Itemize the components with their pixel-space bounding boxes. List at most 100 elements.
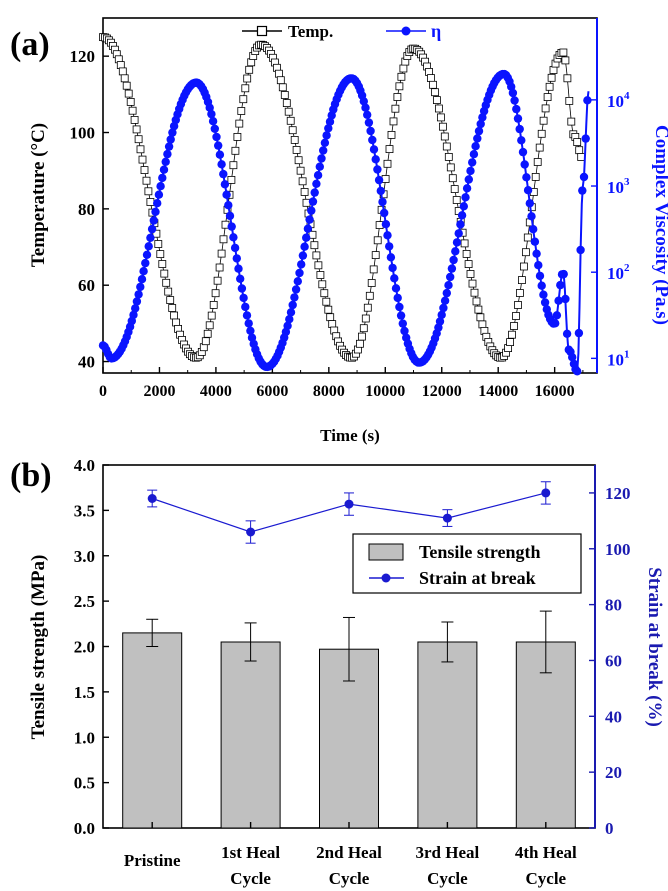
viscosity-point: [305, 215, 314, 224]
viscosity-point: [219, 169, 228, 179]
temp-point: [470, 288, 479, 297]
temp-point: [162, 278, 171, 287]
viscosity-point: [158, 173, 167, 183]
viscosity-point: [368, 135, 377, 145]
viscosity-point: [400, 326, 409, 336]
viscosity-point: [442, 288, 451, 298]
y-tick-label-left: 3.0: [74, 547, 95, 566]
viscosity-point: [369, 145, 379, 154]
y-tick-label-right: 40: [605, 707, 622, 726]
viscosity-point: [359, 97, 368, 106]
viscosity-point: [574, 328, 584, 338]
x-tick-label: 0: [99, 383, 107, 400]
viscosity-point: [396, 311, 406, 320]
viscosity-point: [452, 238, 462, 247]
temp-point: [316, 271, 325, 279]
temp-point: [508, 330, 516, 339]
viscosity-point: [293, 277, 302, 286]
viscosity-point: [552, 311, 562, 320]
category-label: Cycle: [526, 869, 567, 888]
temp-point: [369, 265, 378, 274]
viscosity-point: [237, 284, 247, 293]
viscosity-point: [398, 319, 407, 328]
viscosity-point: [464, 175, 473, 184]
temp-point: [535, 143, 544, 152]
viscosity-point: [527, 212, 536, 221]
temp-point: [373, 236, 382, 245]
x-tick-label: 2000: [143, 383, 175, 400]
temp-point: [468, 279, 477, 288]
temp-point: [563, 74, 572, 83]
viscosity-point: [154, 190, 164, 199]
temp-point: [170, 311, 179, 320]
viscosity-point: [288, 300, 297, 310]
temp-point: [363, 303, 372, 312]
viscosity-point: [534, 261, 543, 270]
viscosity-point: [227, 222, 236, 231]
viscosity-point: [361, 103, 370, 112]
temp-point: [387, 130, 396, 139]
temp-point: [520, 262, 528, 271]
y-tick-label-right: 102: [607, 262, 630, 283]
viscosity-point: [286, 308, 296, 317]
panel-a-label: (a): [10, 26, 50, 63]
temp-point: [298, 177, 307, 186]
y-tick-label-right: 20: [605, 763, 622, 782]
y-tick-label-left: 0.5: [74, 774, 95, 793]
y-tick-label-left: 3.5: [74, 501, 95, 520]
viscosity-point: [393, 293, 402, 303]
viscosity-point: [300, 242, 309, 251]
temp-point: [523, 233, 532, 242]
y-tick-label-right: 103: [607, 176, 630, 197]
viscosity-point: [244, 319, 253, 328]
panel-b-category-labels: Pristine 1st Heal Cycle 2nd Heal Cycle 3rd He…: [124, 822, 577, 888]
viscosity-point: [451, 247, 460, 256]
temp-point: [324, 305, 333, 314]
category-label: 4th Heal: [515, 843, 577, 862]
category-label: 3rd Heal: [416, 843, 480, 862]
temp-point: [440, 132, 449, 141]
viscosity-point: [205, 103, 214, 112]
temp-point: [164, 287, 173, 296]
temp-point: [383, 159, 392, 168]
temp-point: [203, 329, 212, 338]
temp-point: [154, 240, 163, 248]
temp-point: [278, 83, 287, 92]
x-tick-label: 8000: [313, 383, 345, 400]
panel-a-x-ticks: 0 2000 4000 6000 8000 10000 12000 14000 16000: [99, 367, 584, 400]
temp-point: [144, 187, 153, 196]
temp-point: [300, 188, 309, 196]
temp-point: [518, 276, 526, 285]
panel-a-y-axis-title-right: Complex Viscosity (Pa.s): [651, 125, 668, 325]
strain-point: [147, 494, 157, 503]
y-tick-label-right: 101: [607, 348, 630, 369]
viscosity-point: [141, 258, 150, 268]
legend-temp-label: Temp.: [288, 22, 333, 41]
temp-point: [126, 98, 135, 106]
viscosity-point: [302, 233, 311, 242]
temp-point: [531, 172, 540, 181]
viscosity-point: [307, 206, 316, 215]
viscosity-point: [440, 296, 450, 305]
viscosity-point: [224, 201, 233, 210]
panel-b-y-ticks-left: 0.0 0.5 1.0 1.5 2.0 2.5 3.0 3.5 4.0: [74, 456, 109, 838]
temp-point: [302, 198, 311, 207]
viscosity-point: [508, 88, 518, 98]
category-label: Cycle: [329, 869, 370, 888]
temp-point: [284, 107, 293, 116]
temp-point: [130, 116, 139, 124]
temp-point: [205, 321, 214, 330]
viscosity-point: [217, 160, 226, 169]
viscosity-point: [381, 220, 391, 229]
viscosity-point: [298, 251, 308, 260]
viscosity-point: [230, 243, 240, 253]
viscosity-point: [246, 326, 255, 335]
viscosity-point: [229, 233, 238, 242]
category-label: 1st Heal: [221, 843, 280, 862]
temp-point: [506, 338, 515, 347]
viscosity-point: [234, 264, 243, 273]
viscosity-point: [449, 255, 458, 265]
viscosity-point: [129, 310, 138, 320]
temp-point: [446, 163, 455, 172]
viscosity-point: [525, 199, 534, 208]
